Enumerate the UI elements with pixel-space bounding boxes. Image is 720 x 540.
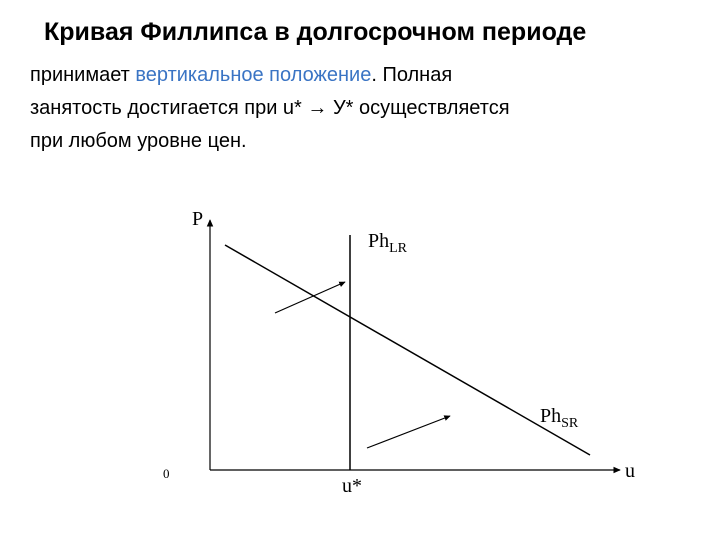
phillips-short-run [225, 245, 590, 455]
label-Ph-SR-main: Ph [540, 405, 561, 427]
label-Ph-LR-main: Ph [368, 230, 389, 252]
body-s1b: . Полная [371, 64, 452, 86]
body-line-3: при любом уровне цен. [30, 127, 690, 156]
label-u: u [625, 460, 635, 483]
label-Ph-LR: PhLR [368, 230, 407, 257]
pointer-arrow-lower [367, 416, 450, 448]
label-Ph-LR-sub: LR [389, 241, 407, 256]
label-u-star: u* [342, 475, 362, 498]
label-Ph-SR: PhSR [540, 405, 578, 432]
slide-title: Кривая Филлипса в долгосрочном периоде [44, 18, 690, 47]
label-origin: 0 [163, 466, 170, 482]
label-P: Р [192, 208, 203, 231]
body-highlight: вертикальное положение [135, 64, 371, 86]
label-Ph-SR-sub: SR [561, 416, 578, 431]
body-line-2: занятость достигается при u* → У* осущес… [30, 94, 690, 123]
phillips-chart: Р PhLR PhSR u u* 0 [120, 210, 640, 510]
slide: Кривая Филлипса в долгосрочном периоде п… [0, 0, 720, 540]
body-s1a: принимает [30, 64, 135, 86]
body-line-1: принимает вертикальное положение. Полная [30, 61, 690, 90]
